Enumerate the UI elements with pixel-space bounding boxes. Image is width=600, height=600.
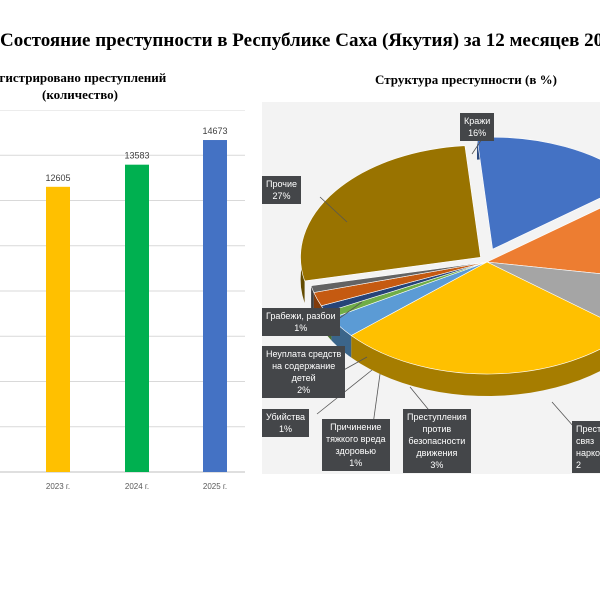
callout-narko-line3: нарко [576,448,600,458]
callout-narko-pct: 2 [576,460,582,470]
callout-prichinenie-line1: Причинение [330,422,382,432]
callout-ubiystva-name: Убийства [266,412,306,422]
callout-krazhi-name: Кражи [464,116,491,126]
callout-krazhi-pct: 16% [468,128,487,138]
bar-category-label: 2025 г. [203,482,227,491]
callout-prichinenie: Причинение тяжкого вреда здоровью 1% [322,419,390,471]
pie-chart [300,135,600,433]
callout-narko-line1: Прест [576,424,600,434]
callout-prichinenie-line2: тяжкого вреда [326,434,386,444]
pie-slice-2 [485,207,600,274]
bar-chart-title: егистрировано преступлений (количество) [0,69,200,103]
bar-3 [203,140,227,472]
callout-grabezhi-name: Грабежи, разбои [266,311,336,321]
callout-prochie-name: Прочие [266,179,298,189]
pie-slice-side [311,285,314,315]
callout-ubiystva-pct: 1% [279,424,293,434]
callout-dvizhenie-pct: 3% [430,460,444,470]
callout-neuplata-line3: детей [291,373,316,383]
callout-neuplata: Неуплата средств на содержание детей 2% [262,346,346,398]
callout-prochie-pct: 27% [272,191,291,201]
callout-krazhi: Кражи 16% [460,113,495,141]
pie-slice-side [351,335,600,396]
callout-grabezhi: Грабежи, разбои 1% [262,308,340,336]
bar-chart-title-line1: егистрировано преступлений [0,70,167,85]
callout-dvizhenie-line1: Преступления [407,412,467,422]
callout-narko-line2: связ [576,436,595,446]
callout-dvizhenie: Преступления против безопасности движени… [403,409,471,473]
pie-leader-line [551,401,575,428]
bar-value-label: 12605 [45,173,70,183]
callout-neuplata-line1: Неуплата средств [266,349,342,359]
bar-category-label: 2023 г. [46,482,70,491]
bar-2 [125,164,149,472]
bar-category-label: 2024 г. [125,482,149,491]
callout-neuplata-line2: на содержание [272,361,336,371]
pie-chart-title: Структура преступности (в %) [375,72,557,87]
bar-chart-title-line2: (количество) [42,87,118,102]
callout-dvizhenie-line4: движения [416,448,458,458]
pie-leader-line [319,196,348,223]
bar-1 [46,186,70,472]
page-title: Состояние преступности в Республике Саха… [0,30,600,51]
pie-leader-line [336,301,363,321]
callout-prichinenie-pct: 1% [349,458,363,468]
callout-grabezhi-pct: 1% [294,323,308,333]
pie-slice-4 [350,261,600,375]
pie-slice-9 [310,261,488,293]
callout-neuplata-pct: 2% [297,385,311,395]
callout-dvizhenie-line3: безопасности [408,436,466,446]
pie-chart-panel: Кражи 16% Прочие 27% Грабежи, разбои 1% … [262,102,600,474]
callout-prochie: Прочие 27% [262,176,302,204]
bar-value-label: 14673 [202,126,227,136]
pie-slice-10 [300,145,481,282]
callout-prichinenie-line3: здоровью [335,446,376,456]
callout-ubiystva: Убийства 1% [262,409,310,437]
bar-value-label: 13583 [124,151,149,161]
callout-dvizhenie-line2: против [422,424,452,434]
bar-chart: 12605 2023 г. 13583 2024 г. 14673 2025 г. [0,110,245,491]
callout-narko: Прест связ нарко 2 [572,421,600,473]
